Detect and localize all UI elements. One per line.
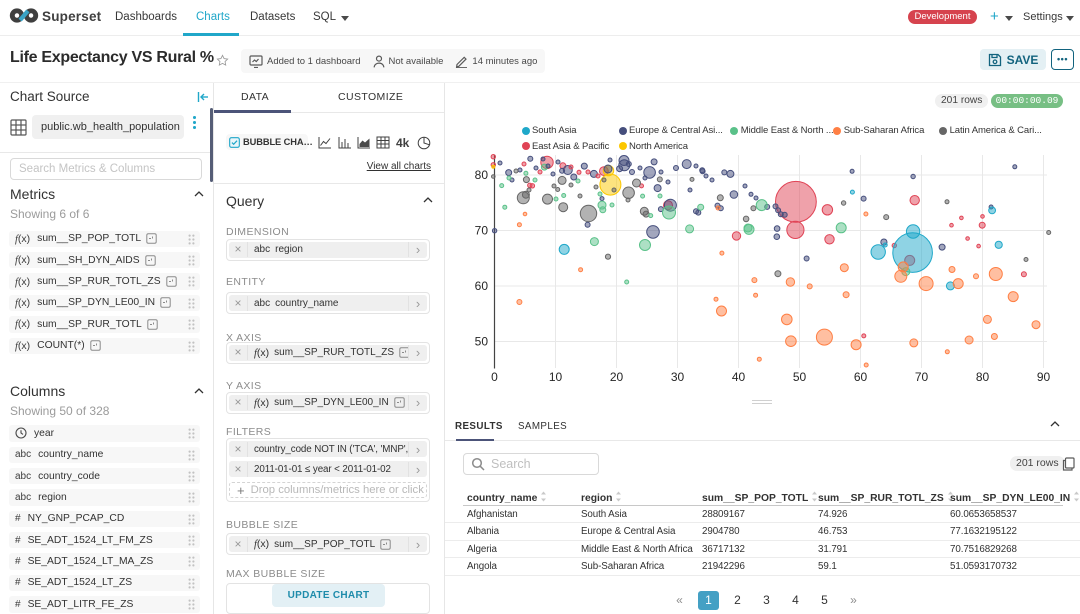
svg-text:60: 60 [854,370,868,384]
svg-text:10: 10 [549,370,563,384]
svg-text:60: 60 [475,279,489,293]
svg-text:40: 40 [732,370,746,384]
svg-text:30: 30 [671,370,685,384]
svg-text:70: 70 [475,224,489,238]
svg-text:80: 80 [475,168,489,182]
svg-text:50: 50 [475,335,489,349]
svg-text:80: 80 [976,370,990,384]
svg-text:20: 20 [610,370,624,384]
svg-text:70: 70 [915,370,929,384]
svg-text:50: 50 [793,370,807,384]
svg-text:0: 0 [491,370,498,384]
svg-text:90: 90 [1037,370,1051,384]
